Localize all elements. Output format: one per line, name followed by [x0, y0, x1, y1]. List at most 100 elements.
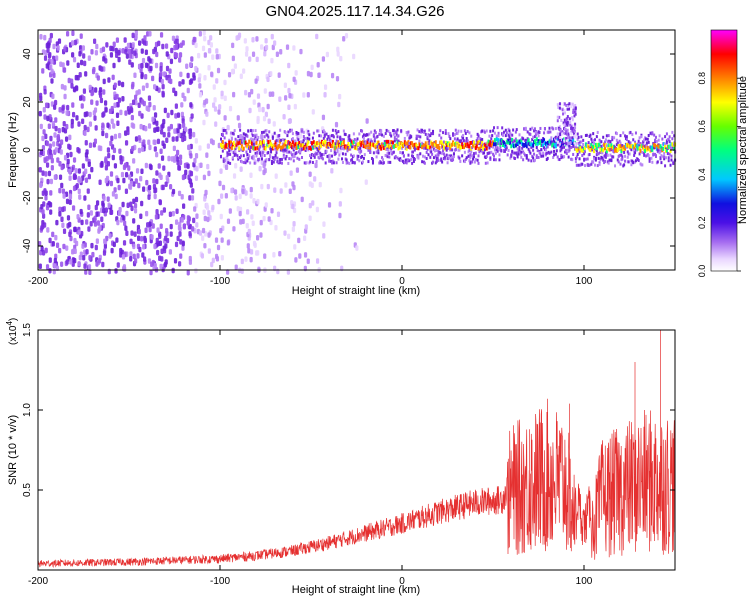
heatmap-cell [74, 167, 78, 174]
heatmap-cell [259, 44, 264, 50]
heatmap-cell [144, 49, 148, 56]
heatmap-cell [221, 149, 224, 153]
heatmap-cell [162, 118, 166, 125]
heatmap-cell [284, 95, 288, 101]
heatmap-cell [584, 164, 586, 168]
heatmap-cell [287, 87, 291, 94]
heatmap-cell [337, 130, 340, 134]
heatmap-cell [533, 129, 536, 133]
heatmap-cell [529, 127, 532, 131]
heatmap-cell [476, 158, 479, 162]
heatmap-cell [130, 83, 135, 90]
heatmap-cell [566, 105, 569, 109]
heatmap-cell [70, 78, 74, 84]
heatmap-cell [54, 147, 58, 153]
heatmap-cell [605, 149, 608, 154]
heatmap-cell [155, 237, 159, 244]
heatmap-cell [330, 168, 334, 174]
heatmap-cell [386, 146, 389, 150]
heatmap-cell [488, 142, 491, 147]
heatmap-cell [427, 133, 430, 137]
heatmap-cell [498, 158, 501, 162]
heatmap-cell [520, 155, 523, 159]
heatmap-cell [118, 148, 122, 154]
heatmap-cell [100, 216, 104, 223]
heatmap-cell [172, 145, 176, 152]
heatmap-cell [663, 157, 666, 161]
heatmap-cell [181, 240, 185, 247]
heatmap-cell [100, 162, 104, 168]
heatmap-cell [572, 126, 575, 130]
heatmap-cell [621, 144, 624, 148]
heatmap-cell [532, 143, 535, 148]
heatmap-cell [133, 94, 138, 101]
heatmap-cell [284, 157, 287, 161]
heatmap-cell [79, 95, 83, 101]
heatmap-cell [181, 79, 185, 85]
heatmap-cell [525, 156, 528, 160]
heatmap-cell [524, 141, 527, 146]
heatmap-cell [123, 37, 127, 43]
heatmap-cell [658, 134, 661, 138]
heatmap-cell [332, 161, 335, 165]
heatmap-cell [88, 255, 92, 261]
heatmap-cell [455, 139, 458, 143]
heatmap-cell [178, 57, 182, 63]
heatmap-cell [268, 91, 272, 97]
heatmap-cell [83, 249, 87, 256]
heatmap-cell [598, 138, 601, 142]
heatmap-cell [644, 154, 647, 158]
heatmap-cell [338, 212, 342, 219]
heatmap-cell [457, 129, 460, 133]
heatmap-cell [629, 130, 632, 134]
heatmap-cell [178, 261, 182, 267]
heatmap-cell [62, 243, 66, 250]
heatmap-cell [152, 48, 156, 55]
heatmap-cell [122, 164, 127, 171]
heatmap-cell [361, 129, 364, 133]
heatmap-cell [50, 58, 54, 65]
heatmap-cell [573, 128, 576, 132]
heatmap-cell [429, 145, 432, 150]
heatmap-cell [300, 147, 303, 151]
heatmap-cell [669, 163, 672, 167]
heatmap-cell [291, 203, 295, 210]
heatmap-cell [104, 207, 108, 213]
heatmap-cell [488, 134, 491, 138]
heatmap-cell [423, 129, 426, 133]
heatmap-cell [140, 73, 144, 80]
heatmap-cell [290, 142, 293, 147]
heatmap-cell [515, 139, 518, 144]
heatmap-cell [233, 129, 236, 133]
heatmap-cell [189, 153, 193, 159]
heatmap-cell [565, 137, 568, 141]
heatmap-cell [226, 218, 231, 225]
heatmap-cell [297, 131, 300, 135]
heatmap-cell [532, 135, 535, 139]
colorbar-label: Normalized spectral amplitude [737, 76, 749, 224]
heatmap-cell [288, 92, 292, 99]
heatmap-cell [110, 247, 114, 254]
heatmap-cell [103, 243, 108, 249]
heatmap-cell [286, 144, 289, 149]
heatmap-cell [94, 204, 98, 211]
heatmap-cell [240, 258, 244, 265]
heatmap-cell [159, 223, 163, 229]
heatmap-cell [590, 142, 593, 147]
heatmap-cell [316, 152, 319, 156]
heatmap-cell [259, 219, 263, 226]
heatmap-cell [259, 151, 262, 155]
heatmap-cell [504, 128, 507, 132]
heatmap-cell [509, 141, 512, 146]
heatmap-cell [485, 154, 488, 158]
heatmap-cell [562, 112, 565, 116]
heatmap-cell [331, 154, 334, 158]
heatmap-cell [93, 215, 97, 222]
heatmap-cell [439, 129, 442, 133]
heatmap-cell [516, 155, 519, 159]
heatmap-cell [589, 133, 592, 137]
heatmap-cell [317, 72, 321, 79]
heatmap-cell [53, 132, 57, 138]
heatmap-cell [475, 144, 478, 149]
heatmap-cell [73, 248, 77, 255]
